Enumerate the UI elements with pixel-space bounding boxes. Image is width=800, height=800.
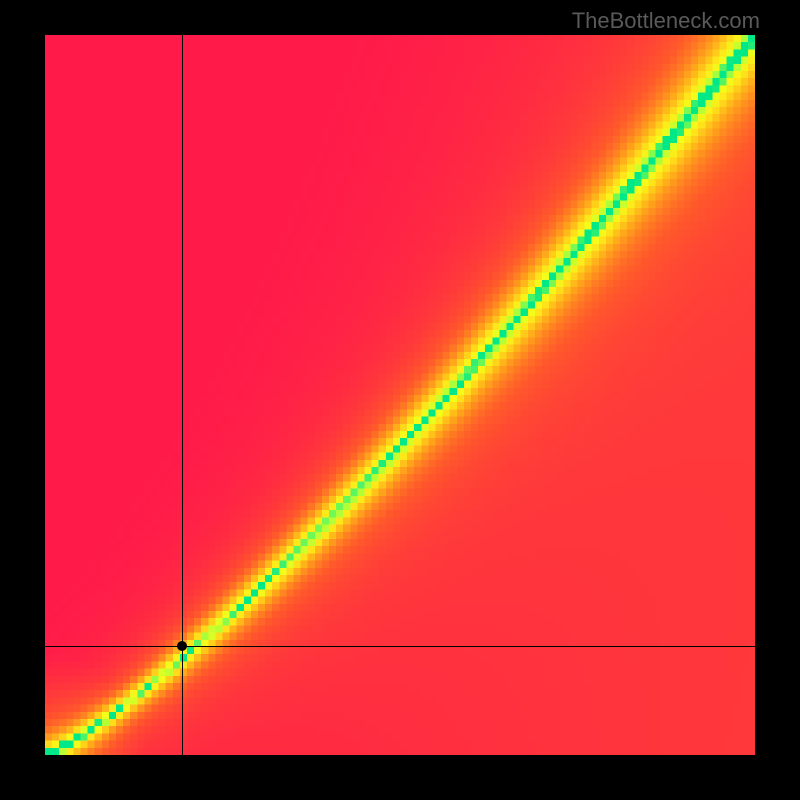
marker-point [177,641,187,651]
heatmap-plot [45,35,755,755]
crosshair-horizontal [45,646,755,647]
heatmap-canvas [45,35,755,755]
watermark-text: TheBottleneck.com [572,8,760,34]
